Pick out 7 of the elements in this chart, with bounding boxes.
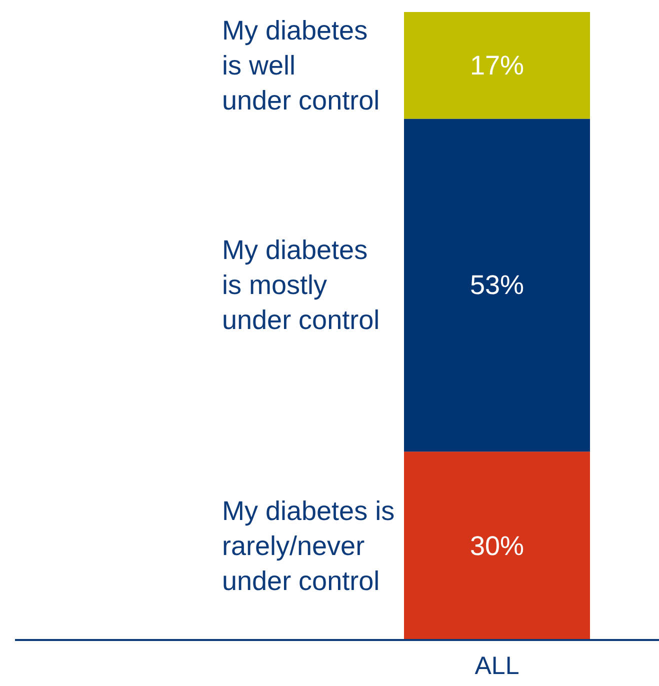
series-label: My diabetes is mostly under control (222, 235, 380, 336)
x-tick-label: ALL (474, 652, 520, 680)
series-label: My diabetes is well under control (222, 15, 380, 116)
data-label: 17% (470, 50, 524, 80)
series-label: My diabetes is rarely/never under control (222, 496, 402, 596)
data-label: 53% (470, 270, 524, 300)
data-label: 30% (470, 530, 524, 561)
